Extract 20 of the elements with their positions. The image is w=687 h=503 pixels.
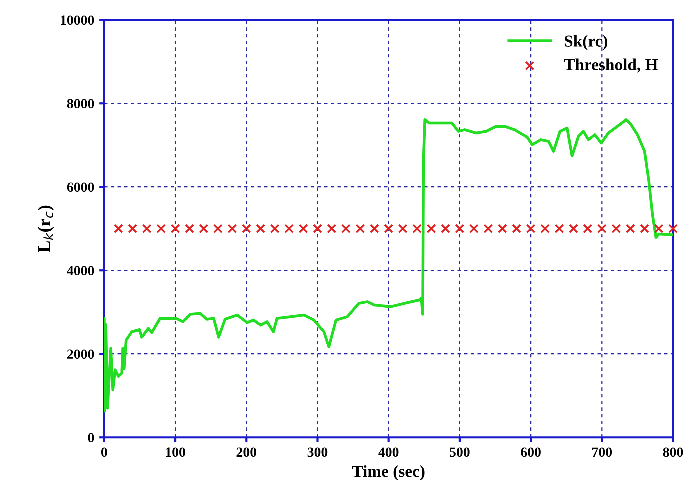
x-tick-label: 500 bbox=[450, 448, 470, 458]
y-tick-label: 0 bbox=[88, 433, 94, 443]
legend-label: Threshold, H bbox=[564, 58, 658, 73]
y-axis-title: L$_{k}$(r$_{c}$) bbox=[38, 206, 54, 252]
y-tick-label: 6000 bbox=[67, 182, 94, 192]
x-tick-label: 600 bbox=[521, 448, 541, 458]
x-tick-label: 400 bbox=[378, 448, 399, 458]
y-tick-label: 10000 bbox=[61, 16, 94, 26]
y-tick-label: 8000 bbox=[67, 99, 94, 109]
x-axis-title: Time (sec) bbox=[352, 465, 425, 481]
y-tick-label: 4000 bbox=[67, 266, 94, 276]
x-tick-label: 300 bbox=[308, 448, 328, 458]
x-tick-label: 800 bbox=[663, 448, 684, 458]
line-series bbox=[104, 118, 674, 413]
legend-label: Sk(rc) bbox=[564, 35, 608, 50]
x-tick-label: 200 bbox=[236, 448, 257, 458]
x-tick-label: 0 bbox=[101, 448, 108, 458]
x-tick-label: 100 bbox=[166, 448, 186, 458]
y-tick-label: 2000 bbox=[68, 350, 94, 360]
x-tick-label: 700 bbox=[592, 448, 612, 458]
